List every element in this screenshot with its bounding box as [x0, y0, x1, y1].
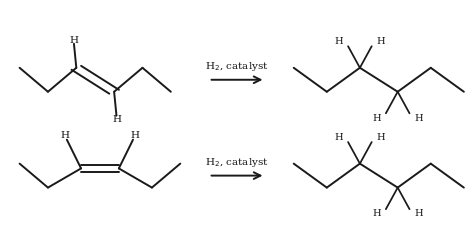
Text: H: H — [70, 36, 79, 45]
Text: H: H — [112, 115, 121, 124]
Text: H: H — [415, 209, 423, 218]
Text: H: H — [372, 114, 381, 123]
Text: H: H — [377, 37, 385, 46]
Text: H: H — [131, 131, 140, 140]
Text: H: H — [415, 114, 423, 123]
Text: H$_2$, catalyst: H$_2$, catalyst — [205, 156, 269, 169]
Text: H$_2$, catalyst: H$_2$, catalyst — [205, 60, 269, 73]
Text: H: H — [377, 133, 385, 142]
Text: H: H — [334, 37, 343, 46]
Text: H: H — [334, 133, 343, 142]
Text: H: H — [372, 209, 381, 218]
Text: H: H — [60, 131, 69, 140]
